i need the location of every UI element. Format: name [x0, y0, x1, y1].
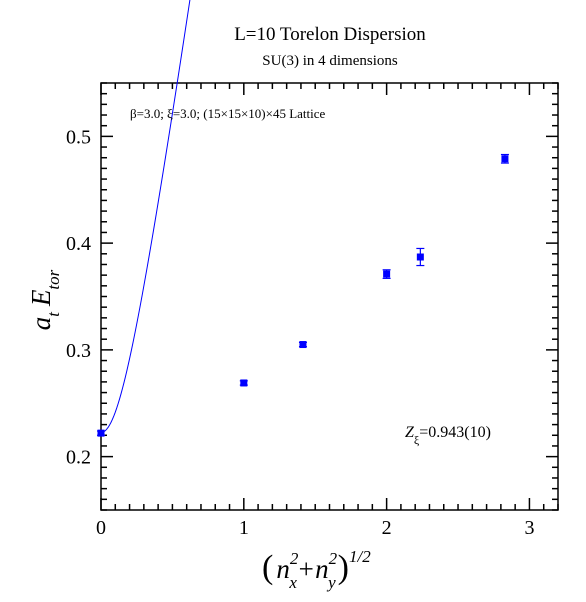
- xlabel-plus: +: [297, 554, 315, 584]
- data-point: [416, 253, 424, 261]
- xlabel-n1-sub: x: [288, 573, 297, 592]
- y-axis-label: atEtor: [26, 269, 63, 330]
- chart-subtitle: SU(3) in 4 dimensions: [262, 53, 398, 69]
- x-tick-label: 0: [96, 517, 106, 539]
- xlabel-close: ): [338, 549, 349, 586]
- ylabel-E-sub: tor: [44, 269, 63, 289]
- xlabel-power: 1/2: [349, 547, 371, 566]
- data-point: [501, 155, 509, 163]
- svg-text:atEtor: atEtor: [26, 269, 63, 330]
- x-tick-label: 3: [524, 517, 534, 539]
- y-tick-label: 0.5: [66, 126, 91, 148]
- xlabel-n2-sub: y: [326, 573, 336, 592]
- xlabel-n1: n: [276, 554, 290, 584]
- data-point: [240, 379, 248, 387]
- fit-label-main: Z: [405, 424, 415, 441]
- data-point: [97, 429, 105, 437]
- fit-label-value: =0.943(10): [419, 424, 491, 441]
- axis-ticks: [100, 82, 559, 511]
- data-point: [383, 270, 391, 278]
- y-tick-label: 0.3: [66, 340, 91, 362]
- fit-label-sub: ξ: [414, 433, 420, 447]
- ylabel-E: E: [26, 289, 56, 307]
- plot-frame: [100, 82, 559, 511]
- xlabel-n2: n: [315, 554, 329, 584]
- data-points: [97, 153, 509, 437]
- data-point: [299, 341, 307, 349]
- y-tick-label: 0.2: [66, 447, 91, 469]
- x-tick-label: 1: [239, 517, 249, 539]
- xlabel-n2-sup: 2: [329, 549, 338, 568]
- ylabel-a: a: [26, 317, 56, 331]
- fit-curve: [100, 0, 191, 434]
- xlabel-n1-sup: 2: [290, 549, 299, 568]
- x-axis-label: (n2 x+n2 y)1/2: [262, 547, 371, 592]
- chart-title: L=10 Torelon Dispersion: [234, 24, 426, 45]
- y-tick-label: 0.4: [66, 233, 91, 255]
- ylabel-a-sub: t: [44, 311, 63, 317]
- y-tick-labels: 0.2 0.3 0.4 0.5: [66, 126, 91, 468]
- x-tick-label: 2: [382, 517, 392, 539]
- lattice-annotation: β=3.0; ξ=3.0; (15×15×10)×45 Lattice: [130, 106, 326, 121]
- xlabel-open: (: [262, 549, 273, 586]
- x-tick-labels: 0 1 2 3: [96, 517, 534, 539]
- fit-label: Zξ=0.943(10): [405, 424, 491, 447]
